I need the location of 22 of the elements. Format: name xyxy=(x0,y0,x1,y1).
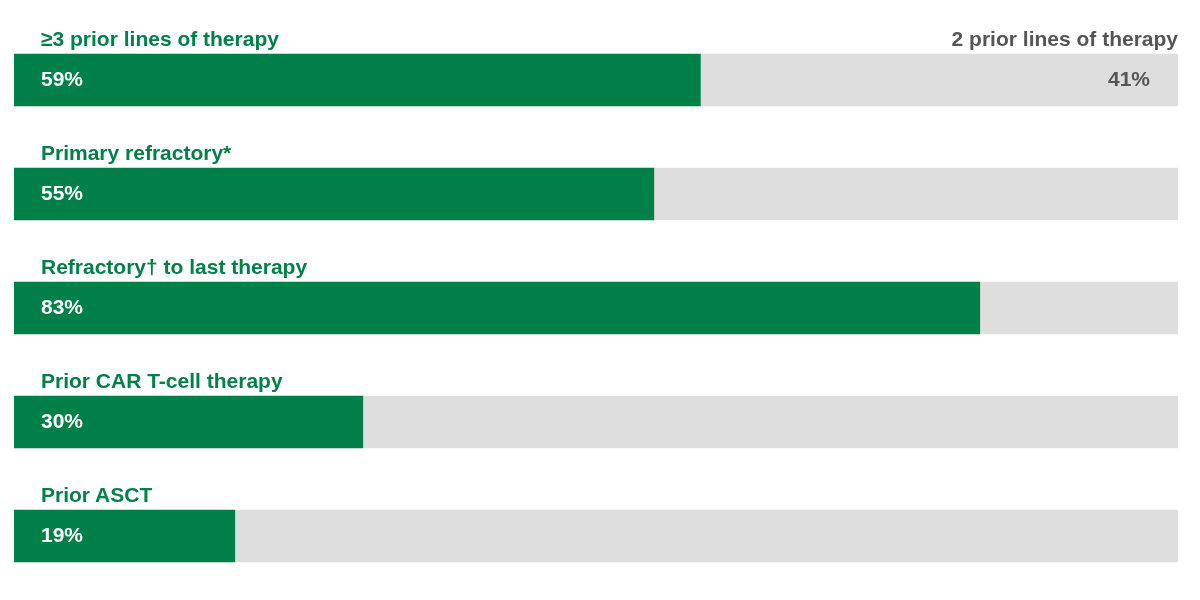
bar xyxy=(14,167,655,221)
data-label: 59% xyxy=(41,66,84,90)
y-tick-label: Prior CAR T-cell therapy xyxy=(41,369,283,393)
y-tick-label: Primary refractory* xyxy=(41,141,233,165)
data-label: 19% xyxy=(41,522,84,546)
bar xyxy=(235,509,1178,563)
annotation: 2 prior lines of therapy xyxy=(951,27,1179,51)
data-label: 41% xyxy=(1107,66,1151,90)
bar xyxy=(14,509,236,563)
y-tick-label: Prior ASCT xyxy=(41,483,153,507)
bar xyxy=(654,167,1178,221)
data-label: 55% xyxy=(41,180,84,204)
data-label: 83% xyxy=(41,294,84,318)
data-label: 30% xyxy=(41,408,84,432)
bar xyxy=(14,395,364,449)
bar xyxy=(14,53,701,107)
bar xyxy=(14,281,981,335)
y-tick-label: ≥3 prior lines of therapy xyxy=(41,27,280,51)
y-tick-label: Refractory† to last therapy xyxy=(41,255,308,279)
bar xyxy=(980,281,1178,335)
bar xyxy=(700,53,1178,107)
bar xyxy=(363,395,1178,449)
